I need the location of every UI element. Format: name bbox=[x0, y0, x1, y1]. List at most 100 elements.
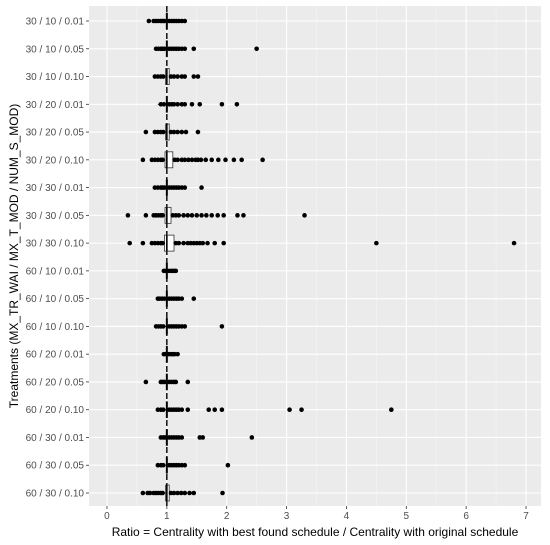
data-point bbox=[195, 74, 201, 79]
y-tick-label: 60 / 30 / 0.10 bbox=[26, 489, 85, 500]
data-point bbox=[173, 268, 179, 274]
data-point bbox=[179, 129, 185, 135]
data-point bbox=[160, 157, 165, 163]
data-point bbox=[241, 213, 246, 218]
data-point bbox=[176, 240, 182, 246]
data-point bbox=[209, 213, 215, 218]
data-point bbox=[146, 18, 152, 24]
data-point bbox=[160, 324, 166, 329]
y-tick-label: 60 / 20 / 0.10 bbox=[26, 405, 85, 416]
data-point bbox=[189, 157, 195, 163]
data-point bbox=[175, 157, 180, 163]
data-point bbox=[212, 407, 218, 413]
data-point bbox=[175, 490, 180, 496]
data-point bbox=[182, 101, 188, 107]
y-tick-label: 60 / 20 / 0.05 bbox=[26, 377, 85, 388]
data-point bbox=[171, 490, 177, 496]
x-tick-label: 3 bbox=[284, 511, 290, 522]
data-point bbox=[160, 490, 165, 496]
data-point bbox=[182, 324, 188, 329]
y-tick-label: 30 / 20 / 0.05 bbox=[26, 128, 85, 139]
data-point bbox=[160, 74, 166, 79]
data-point bbox=[173, 379, 179, 385]
data-point bbox=[125, 213, 131, 218]
data-point bbox=[182, 74, 188, 79]
data-point bbox=[197, 101, 203, 107]
data-point bbox=[175, 129, 180, 135]
data-point bbox=[182, 490, 188, 496]
data-point bbox=[200, 435, 206, 440]
data-point bbox=[234, 101, 240, 107]
boxes-layer bbox=[148, 12, 188, 502]
y-tick-label: 60 / 10 / 0.05 bbox=[26, 294, 85, 305]
box bbox=[164, 206, 172, 224]
data-point bbox=[374, 240, 379, 246]
data-point bbox=[185, 407, 191, 413]
data-point bbox=[160, 240, 165, 246]
x-tick-label: 7 bbox=[523, 511, 529, 522]
data-point bbox=[219, 101, 225, 107]
data-point bbox=[287, 407, 292, 413]
data-point bbox=[160, 129, 166, 135]
data-point bbox=[179, 435, 185, 440]
data-point bbox=[160, 462, 166, 468]
y-tick-label: 30 / 10 / 0.10 bbox=[26, 72, 85, 83]
y-tick-label: 60 / 10 / 0.10 bbox=[26, 322, 85, 333]
data-point bbox=[182, 185, 188, 190]
data-point bbox=[140, 240, 146, 246]
data-point bbox=[189, 101, 195, 107]
data-point bbox=[140, 157, 146, 163]
data-point bbox=[182, 46, 188, 52]
x-tick-label: 2 bbox=[224, 511, 230, 522]
data-point bbox=[161, 101, 167, 107]
data-point bbox=[189, 213, 195, 218]
data-point bbox=[212, 240, 218, 246]
data-point bbox=[206, 407, 212, 413]
y-tick-label: 60 / 10 / 0.01 bbox=[26, 266, 85, 277]
data-point bbox=[511, 240, 517, 246]
data-point bbox=[162, 296, 167, 301]
data-point bbox=[160, 407, 166, 413]
data-point bbox=[191, 296, 197, 301]
data-point bbox=[191, 46, 197, 52]
data-point bbox=[162, 379, 167, 385]
data-point bbox=[219, 407, 225, 413]
data-point bbox=[147, 490, 153, 496]
data-point bbox=[140, 490, 146, 496]
y-tick-label: 30 / 20 / 0.01 bbox=[26, 100, 85, 111]
data-point bbox=[162, 435, 168, 440]
data-point bbox=[175, 74, 180, 79]
points-layer bbox=[125, 18, 517, 496]
data-point bbox=[127, 240, 133, 246]
y-tick-label: 30 / 10 / 0.01 bbox=[26, 17, 85, 28]
x-tick-label: 5 bbox=[404, 511, 410, 522]
data-point bbox=[171, 101, 177, 107]
grid-lines bbox=[89, 6, 541, 506]
data-point bbox=[187, 490, 192, 496]
data-point bbox=[185, 213, 191, 218]
data-point bbox=[239, 157, 244, 163]
data-point bbox=[186, 157, 191, 163]
data-point bbox=[160, 213, 165, 218]
data-point bbox=[175, 101, 180, 107]
data-point bbox=[162, 18, 167, 24]
data-point bbox=[199, 213, 204, 218]
data-point bbox=[235, 213, 240, 218]
data-point bbox=[209, 157, 215, 163]
data-point bbox=[171, 74, 177, 79]
data-point bbox=[182, 157, 188, 163]
data-point bbox=[176, 213, 182, 218]
data-point bbox=[254, 46, 259, 52]
y-tick-label: 30 / 10 / 0.05 bbox=[26, 44, 85, 55]
data-point bbox=[215, 213, 221, 218]
data-point bbox=[191, 490, 197, 496]
data-point bbox=[198, 157, 204, 163]
box bbox=[164, 234, 175, 252]
data-point bbox=[219, 324, 225, 329]
panel-background bbox=[89, 6, 541, 506]
y-axis-title: Treatments (MX_TR_WAI / MX_T_MOD / NUM_S… bbox=[7, 104, 21, 408]
data-point bbox=[221, 213, 227, 218]
data-point bbox=[299, 407, 304, 413]
x-tick-label: 4 bbox=[344, 511, 350, 522]
